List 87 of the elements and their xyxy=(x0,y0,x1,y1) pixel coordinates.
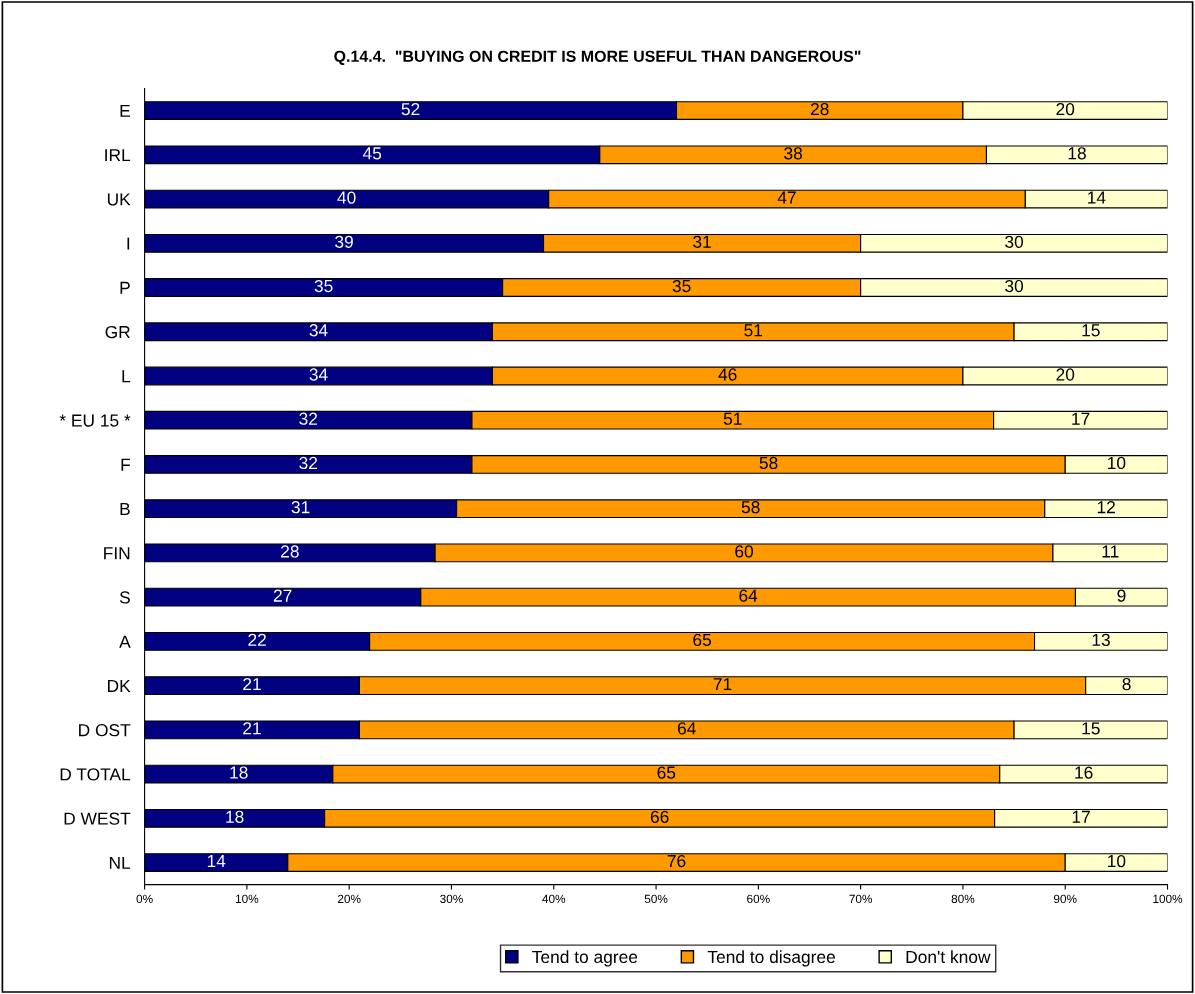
y-tick-label: D WEST xyxy=(64,812,131,825)
data-label: 20 xyxy=(1056,102,1075,116)
data-label: 64 xyxy=(677,722,696,735)
data-label: 45 xyxy=(362,147,382,160)
x-tick-label: 0% xyxy=(136,894,153,904)
data-label: 18 xyxy=(1068,147,1086,160)
y-tick-label: DK xyxy=(108,679,131,692)
y-tick-label: GR xyxy=(105,325,130,339)
data-label: 12 xyxy=(1097,501,1115,514)
x-tick-label: 70% xyxy=(849,894,873,904)
y-tick-label: P xyxy=(120,281,130,294)
legend-label: Don't know xyxy=(906,950,991,964)
data-label: 9 xyxy=(1117,589,1126,602)
x-tick-label: 60% xyxy=(747,894,770,904)
y-tick-label: F xyxy=(121,458,131,471)
y-tick-label: B xyxy=(120,503,130,515)
data-label: 65 xyxy=(693,633,712,647)
data-label: 40 xyxy=(337,191,356,204)
data-label: 20 xyxy=(1056,368,1075,381)
data-label: 14 xyxy=(207,855,226,868)
data-label: 16 xyxy=(1075,766,1093,779)
data-label: 51 xyxy=(744,324,763,337)
data-label: 58 xyxy=(759,456,778,470)
data-label: 15 xyxy=(1082,324,1100,337)
x-tick-label: 80% xyxy=(951,894,975,904)
data-label: 13 xyxy=(1092,633,1110,647)
y-tick-label: IRL xyxy=(105,149,131,162)
data-label: 38 xyxy=(784,147,803,160)
x-tick-label: 10% xyxy=(235,894,259,904)
data-label: 18 xyxy=(230,766,248,779)
data-label: 34 xyxy=(309,324,328,337)
y-tick-label: E xyxy=(120,104,130,117)
data-label: 30 xyxy=(1005,279,1024,293)
data-label: 17 xyxy=(1072,412,1090,425)
x-tick-label: 50% xyxy=(644,894,668,904)
data-label: 31 xyxy=(291,501,310,514)
y-tick-label: S xyxy=(119,591,130,604)
x-tick-label: 20% xyxy=(337,894,361,904)
y-tick-label: L xyxy=(122,370,131,383)
data-label: 8 xyxy=(1122,677,1131,691)
data-label: 27 xyxy=(273,589,292,602)
data-label: 14 xyxy=(1088,191,1106,204)
y-tick-label: UK xyxy=(107,193,131,206)
data-label: 18 xyxy=(226,810,244,823)
x-tick-label: 30% xyxy=(440,894,463,904)
data-label: 64 xyxy=(739,589,758,602)
data-label: 22 xyxy=(248,633,266,646)
y-tick-label: A xyxy=(119,635,131,648)
data-label: 10 xyxy=(1108,456,1126,470)
data-label: 51 xyxy=(723,412,742,425)
y-tick-label: NL xyxy=(109,856,131,869)
data-label: 21 xyxy=(243,677,261,691)
y-tick-label: D OST xyxy=(79,724,131,737)
x-tick-label: 90% xyxy=(1053,894,1077,904)
data-label: 11 xyxy=(1102,545,1119,558)
data-label: 15 xyxy=(1082,722,1100,735)
data-label: 21 xyxy=(243,722,261,735)
data-label: 65 xyxy=(657,766,676,779)
data-label: 35 xyxy=(672,279,691,293)
data-label: 30 xyxy=(1005,235,1024,248)
data-label: 47 xyxy=(777,191,796,204)
y-tick-label: I xyxy=(127,237,130,250)
y-tick-label: FIN xyxy=(104,547,130,560)
data-label: 39 xyxy=(335,235,353,248)
x-tick-label: 40% xyxy=(542,894,566,904)
data-label: 32 xyxy=(299,412,318,425)
data-label: 34 xyxy=(309,368,328,381)
x-tick-label: 100% xyxy=(1153,894,1183,904)
data-label: 71 xyxy=(713,678,732,691)
data-label: 31 xyxy=(693,235,711,248)
data-label: 76 xyxy=(667,854,686,868)
chart-title: Q.14.4. "BUYING ON CREDIT IS MORE USEFUL THAN DANGEROUS" xyxy=(334,50,861,65)
data-label: 35 xyxy=(314,279,333,293)
legend-label: Tend to agree xyxy=(532,950,638,967)
data-label: 46 xyxy=(718,368,737,381)
y-tick-label: D TOTAL xyxy=(60,768,131,781)
data-label: 58 xyxy=(741,501,760,514)
data-label: 10 xyxy=(1108,854,1126,868)
y-tick-label: * EU 15 * xyxy=(59,414,131,427)
data-label: 32 xyxy=(299,456,318,470)
data-label: 66 xyxy=(650,810,669,823)
data-label: 28 xyxy=(810,102,829,116)
data-label: 17 xyxy=(1072,810,1090,823)
legend-label: Tend to disagree xyxy=(707,950,835,967)
data-label: 60 xyxy=(735,545,753,558)
data-label: 28 xyxy=(281,545,299,558)
data-label: 52 xyxy=(401,102,420,116)
